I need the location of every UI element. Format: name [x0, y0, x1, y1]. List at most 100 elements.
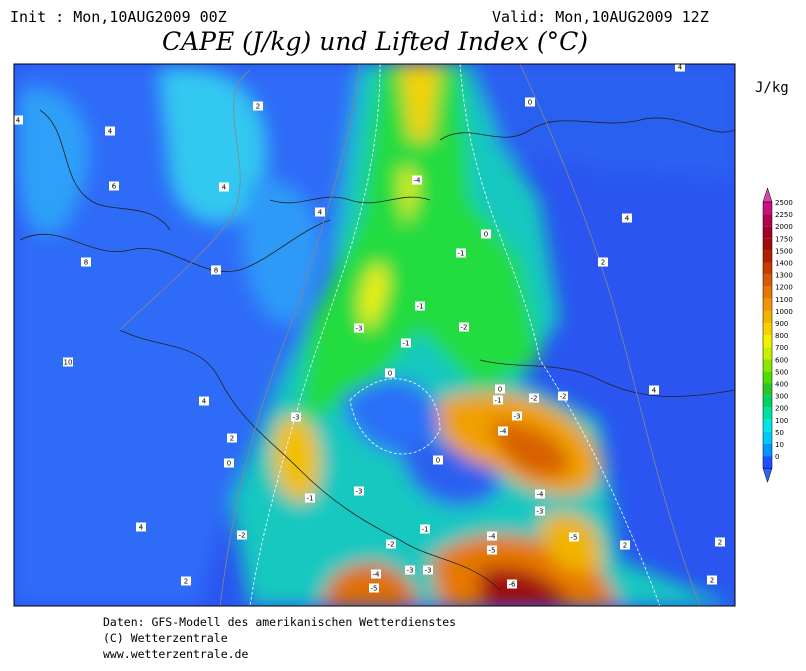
contour-label-box	[385, 368, 395, 378]
contour-label-box	[199, 396, 209, 406]
colorbar-cap	[762, 467, 773, 484]
contour-label: -1	[458, 250, 465, 258]
colorbar-label: 2000	[775, 223, 793, 231]
footer-line: (C) Wetterzentrale	[103, 631, 228, 645]
colorbar-swatch	[763, 335, 772, 348]
contour-label-box	[181, 576, 191, 586]
contour-label: 4	[16, 117, 21, 125]
contour-label-box	[224, 458, 234, 468]
contour-label-box	[495, 384, 505, 394]
colorbar-label: 1100	[775, 296, 793, 304]
contour-label-box	[63, 357, 73, 367]
colorbar-swatch	[763, 407, 772, 420]
contour-label-box	[535, 506, 545, 516]
contour-label: 0	[436, 457, 440, 465]
contour-label: -1	[417, 303, 424, 311]
contour-label: -3	[293, 414, 300, 422]
contour-label-box	[291, 412, 301, 422]
colorbar-swatch	[763, 310, 772, 323]
contour-label: -2	[239, 532, 246, 540]
colorbar-swatch	[763, 419, 772, 432]
contour-label: -6	[509, 581, 517, 589]
contour-label-box	[415, 301, 425, 311]
contour-labels: 2 4 6 4 8 8 10 4 2 0 4 2 4 4 -4 0 -1 -3 -1 -2 -1 0 -3 -1 -3 -2 0 -1…	[14, 64, 725, 593]
contour-label-box	[535, 489, 545, 499]
colorbar-swatch	[763, 214, 772, 227]
contour-label-box	[369, 583, 379, 593]
isolines	[119, 64, 701, 606]
contour-label: 2	[710, 577, 714, 585]
colorbar-label: 700	[775, 344, 788, 352]
contour-label: 2	[623, 542, 627, 550]
contour-label-box	[498, 426, 508, 436]
contour-label-box	[401, 338, 411, 348]
contour-label: -1	[422, 526, 429, 534]
contour-label: 4	[139, 524, 144, 532]
colorbar-swatch	[763, 250, 772, 263]
contour-label-box	[305, 493, 315, 503]
colorbar-label: 1400	[775, 260, 793, 268]
colorbar-label: 1300	[775, 272, 793, 280]
colorbar-frame	[762, 201, 773, 469]
coastlines	[19, 109, 735, 591]
contour-label-box	[715, 537, 725, 547]
contour-label-box	[386, 539, 396, 549]
map-frame	[13, 63, 736, 607]
contour-label-box	[707, 575, 717, 585]
contour-label-box	[109, 181, 119, 191]
contour-label: 0	[484, 231, 488, 239]
contour-label-box	[354, 486, 364, 496]
contour-label-box	[219, 182, 229, 192]
contour-label-box	[433, 455, 443, 465]
colorbar-swatch	[763, 323, 772, 336]
contour-label: 4	[222, 184, 227, 192]
colorbar-swatch	[763, 347, 772, 360]
contour-label: -3	[356, 325, 363, 333]
colorbar-label: 900	[775, 320, 788, 328]
contour-label: 4	[678, 64, 683, 72]
contour-label: 4	[318, 209, 323, 217]
colorbar-swatch	[763, 359, 772, 372]
contour-label-box	[459, 322, 469, 332]
map-area: 2 4 6 4 8 8 10 4 2 0 4 2 4 4 -4 0 -1 -3 -1 -2 -1 0 -3 -1 -3 -2 0 -1…	[14, 64, 735, 606]
unit-label: J/kg	[755, 80, 789, 96]
contour-label: -3	[537, 508, 544, 516]
colorbar-label: 500	[775, 368, 788, 376]
contour-label: -3	[514, 413, 521, 421]
contour-label-box	[14, 115, 23, 125]
contour-label-box	[481, 229, 491, 239]
contour-label: -2	[388, 541, 395, 549]
valid-time: Valid: Mon,10AUG2009 12Z	[492, 8, 709, 26]
contour-label: 2	[718, 539, 722, 547]
colorbar-swatch	[763, 431, 772, 444]
init-time: Init : Mon,10AUG2009 00Z	[10, 8, 227, 26]
colorbar-label: 400	[775, 381, 788, 389]
contour-label-box	[405, 565, 415, 575]
contour-label: -5	[371, 585, 378, 593]
colorbar-label: 600	[775, 356, 788, 364]
contour-label-box	[507, 579, 517, 589]
colorbar-label: 800	[775, 332, 788, 340]
colorbar-swatch	[763, 456, 772, 469]
contour-label: 4	[652, 387, 657, 395]
contour-label: 2	[230, 435, 234, 443]
colorbar-label: 2250	[775, 211, 793, 219]
contour-label-box	[354, 323, 364, 333]
colorbar-swatch	[763, 238, 772, 251]
contour-label: 10	[64, 359, 73, 367]
contour-label: 0	[498, 386, 502, 394]
colorbar-label: 1750	[775, 235, 793, 243]
colorbar-label: 10	[775, 441, 784, 449]
contour-label-box	[371, 569, 381, 579]
colorbar-swatch	[763, 226, 772, 239]
contour-label: -4	[489, 533, 497, 541]
contour-label: -2	[531, 395, 538, 403]
contour-label: -1	[307, 495, 314, 503]
contour-label: 2	[601, 259, 605, 267]
contour-label-box	[237, 530, 247, 540]
contour-label-box	[675, 64, 685, 72]
contour-label: -4	[500, 428, 508, 436]
colorbar-cap	[762, 187, 773, 203]
